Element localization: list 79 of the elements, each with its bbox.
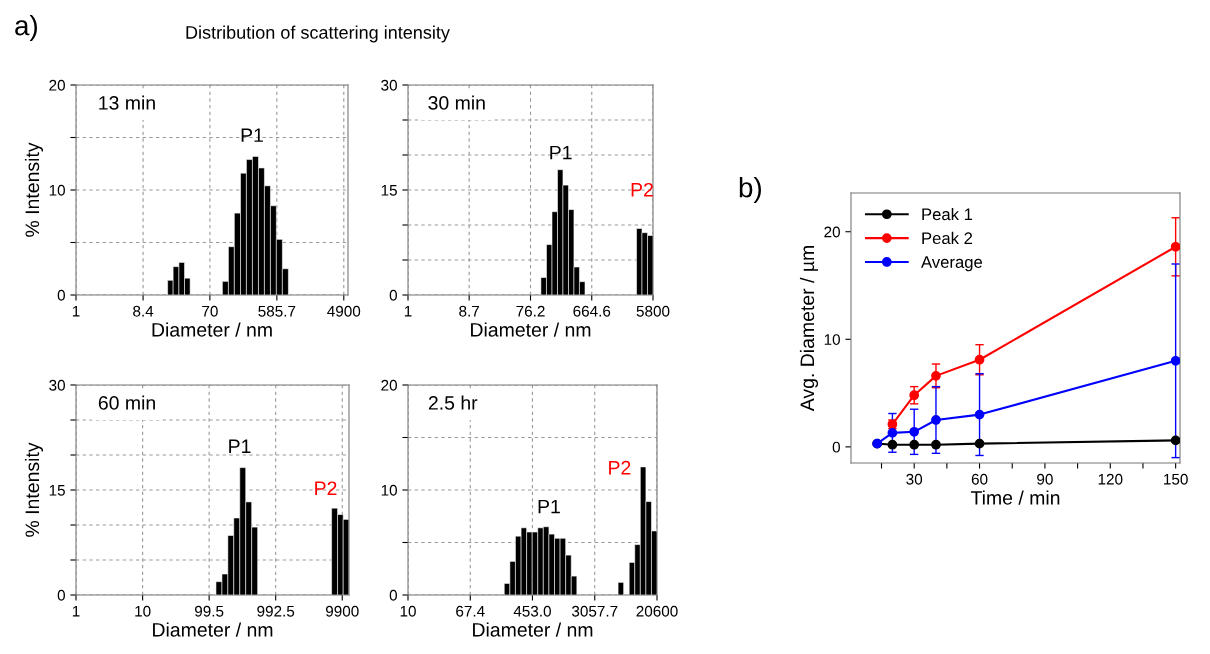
y-tick-label: 20 [824, 226, 840, 238]
point [1170, 241, 1180, 252]
x-tick-label: 67.4 [456, 605, 485, 617]
legend-label: Peak 1 [922, 208, 973, 221]
y-tick-label: 30 [381, 79, 397, 91]
y-tick-label: 10 [824, 334, 840, 345]
annotation: P2 [609, 460, 631, 475]
x-tick-label: 1 [404, 305, 412, 317]
x-tick-label: 90 [1037, 473, 1053, 485]
legend-label: Peak 2 [922, 231, 973, 245]
y-tick-label: 0 [57, 589, 65, 601]
point [909, 439, 920, 450]
x-axis-title: Time / min [970, 490, 1060, 505]
y-tick-label: 30 [49, 379, 65, 391]
text: b) [739, 177, 761, 203]
x-tick-label: 1 [72, 305, 80, 317]
x-tick-label: 3057.7 [571, 605, 618, 617]
x-tick-label: 453.0 [513, 605, 551, 617]
x-axis-title: Diameter / nm [471, 322, 591, 337]
x-tick-label: 8.7 [459, 305, 480, 317]
x-tick-label: 992.5 [257, 605, 295, 617]
x-tick-label: 70 [202, 305, 218, 317]
x-axis-title: Diameter / nm [153, 622, 273, 637]
y-tick-label: 0 [389, 589, 397, 601]
point [1170, 355, 1180, 366]
chart-title: 30 min [428, 95, 485, 110]
y-tick-label: 20 [381, 379, 397, 391]
x-tick-label: 4900 [327, 305, 361, 317]
y-axis-title: Avg. Diameter / µm [799, 246, 819, 412]
point [974, 354, 985, 365]
y-tick-label: 0 [832, 441, 840, 453]
point [931, 371, 941, 381]
y-tick-label: 0 [389, 289, 397, 301]
point [909, 426, 920, 437]
point [909, 390, 920, 401]
x-axis-title: Diameter / nm [152, 322, 272, 337]
y-tick-label: 0 [57, 289, 65, 301]
x-tick-label: 76.2 [516, 305, 545, 317]
x-tick-label: 1 [72, 605, 80, 617]
point [974, 409, 985, 420]
annotation: P2 [315, 481, 337, 495]
point [931, 439, 941, 450]
y-axis-title: % Intensity [24, 442, 44, 537]
annotation: P1 [229, 439, 251, 453]
y-tick-label: 10 [49, 184, 65, 196]
chart-title: 2.5 hr [428, 395, 478, 410]
x-tick-label: 120 [1098, 473, 1123, 485]
x-axis-title: Diameter / nm [473, 622, 593, 637]
chart-title: 13 min [99, 95, 155, 110]
annotation: P1 [550, 145, 572, 160]
x-tick-label: 664.6 [573, 305, 611, 317]
x-tick-label: 10 [400, 605, 416, 617]
y-tick-label: 10 [381, 484, 397, 496]
annotation: P2 [631, 182, 653, 197]
x-tick-label: 585.7 [258, 305, 296, 317]
x-tick-label: 30 [906, 473, 923, 485]
x-tick-label: 8.4 [133, 305, 154, 317]
x-tick-label: 10 [135, 605, 151, 617]
x-tick-label: 5800 [636, 305, 670, 317]
annotation: P1 [538, 499, 560, 514]
x-tick-label: 60 [971, 473, 988, 485]
y-tick-label: 20 [49, 79, 65, 91]
point [931, 415, 941, 425]
point [1170, 435, 1180, 446]
y-tick-label: 15 [381, 185, 397, 196]
text: a) [15, 15, 37, 41]
point [887, 428, 898, 438]
legend-label: Average [921, 256, 983, 272]
text: Distribution of scattering intensity [186, 25, 450, 43]
x-tick-label: 20600 [636, 605, 678, 617]
annotation: P1 [241, 128, 263, 142]
y-tick-label: 15 [49, 485, 65, 496]
x-tick-label: 9900 [325, 605, 359, 617]
point [974, 438, 985, 449]
x-tick-label: 99.5 [194, 605, 224, 617]
point [887, 439, 898, 450]
chart-title: 60 min [98, 395, 155, 410]
y-axis-title: % Intensity [24, 142, 44, 237]
x-tick-label: 150 [1164, 473, 1188, 485]
